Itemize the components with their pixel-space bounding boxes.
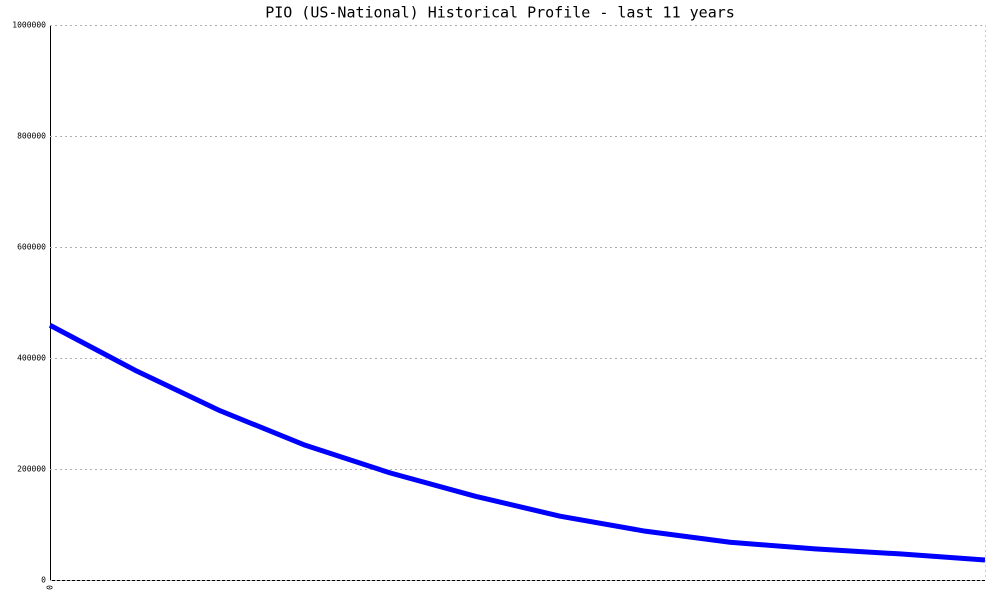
y-tick-label: 0 <box>41 576 46 585</box>
y-tick-label: 200000 <box>17 465 46 474</box>
y-tick-label: 400000 <box>17 354 46 363</box>
y-tick-label: 1000000 <box>12 21 46 30</box>
chart-title: PIO (US-National) Historical Profile - l… <box>265 4 735 22</box>
y-tick-label: 600000 <box>17 243 46 252</box>
y-tick-label: 800000 <box>17 132 46 141</box>
x-tick-label: 0 <box>46 585 55 590</box>
line <box>48 323 986 563</box>
